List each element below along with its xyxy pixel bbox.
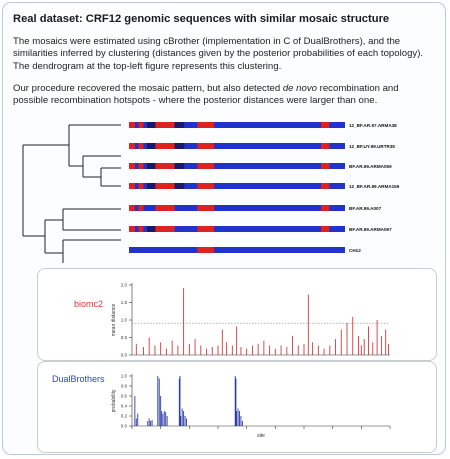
sequence-row: 12_BF.UY.99.URTR35 xyxy=(129,143,395,149)
mosaic-segment xyxy=(321,205,330,211)
mosaic-segment xyxy=(155,163,175,169)
sequence-label: 12_BF.AR.97.ARMA38 xyxy=(349,123,397,128)
mosaic-segment xyxy=(129,143,135,149)
dendrogram-lower-clade xyxy=(22,145,121,263)
y-tick-label: 0.0 xyxy=(121,424,128,429)
mosaic-segment xyxy=(174,143,185,149)
dualbrothers-panel: 0.0 0.2 0.4 0.6 0.8 1.0 probability site DualBr… xyxy=(37,361,437,453)
mosaic-segment xyxy=(138,143,144,149)
mosaic-segment xyxy=(197,183,215,189)
sequence-label: 12_BF.UY.99.URTR35 xyxy=(349,144,395,149)
sequence-bar xyxy=(129,226,345,232)
mosaic-segment xyxy=(129,226,135,232)
mosaic-segment xyxy=(129,163,135,169)
mosaic-segment xyxy=(129,205,135,211)
mosaic-segment xyxy=(155,143,175,149)
mosaic-segment xyxy=(197,122,215,128)
y-tick-label: 1.0 xyxy=(121,374,128,379)
sequence-row: 12_BF.AR.99.ARMA159 xyxy=(129,183,400,189)
sequence-bar xyxy=(129,122,345,128)
biomc2-panel: 0.0 0.5 1.0 1.5 2.0 mean distance biomc2 xyxy=(37,268,437,361)
sequence-label: CH12 xyxy=(349,248,361,253)
mosaic-segment xyxy=(155,226,175,232)
mosaic-segment xyxy=(147,226,156,232)
biomc2-label: biomc2 xyxy=(74,299,104,309)
sequence-row: BF.AR.99.ARMA097 xyxy=(129,226,392,232)
slide-title: Real dataset: CRF12 genomic sequences wi… xyxy=(13,13,390,25)
y-tick-label: 1.0 xyxy=(121,318,128,323)
paragraph-results: Our procedure recovered the mosaic patte… xyxy=(13,83,435,108)
y-tick-label: 0.8 xyxy=(121,384,128,389)
mosaic-segment xyxy=(129,122,135,128)
mosaic-segment xyxy=(155,183,175,189)
mosaic-segment xyxy=(174,122,185,128)
mosaic-segment xyxy=(155,205,175,211)
sequence-bar xyxy=(129,183,345,189)
mosaic-segment xyxy=(197,205,215,211)
paragraph-results-text-a: Our procedure recovered the mosaic patte… xyxy=(13,83,283,94)
sequence-rows: 12_BF.AR.97.ARMA38 12_BF.UY.99.URTR35 BF.A… xyxy=(129,122,400,253)
paragraph-results-text-b: recombination and possible recombination… xyxy=(13,83,399,107)
mosaic-segment xyxy=(129,183,135,189)
mosaic-segment xyxy=(321,143,330,149)
sequence-label: BF.AR.99.ARMA059 xyxy=(349,164,392,169)
sequence-label: 12_BF.AR.99.ARMA159 xyxy=(349,184,400,189)
sequence-row: CH12 xyxy=(129,247,361,253)
slide-frame: Real dataset: CRF12 genomic sequences wi… xyxy=(2,2,446,455)
mosaic-segment xyxy=(147,183,156,189)
x-axis-label: site xyxy=(257,433,265,439)
mosaic-segment xyxy=(138,205,144,211)
y-axis-label: mean distance xyxy=(111,304,117,337)
sequence-row: BF.AR.99.A007 xyxy=(129,205,382,211)
mosaic-segment xyxy=(197,163,215,169)
paragraph-methods: The mosaics were estimated using cBrothe… xyxy=(13,36,424,72)
y-axis-label: probability xyxy=(111,389,117,412)
mosaic-segment xyxy=(321,163,330,169)
dendrogram-upper-clade xyxy=(23,124,121,187)
y-tick-label: 0.6 xyxy=(121,394,128,399)
sequence-bar xyxy=(129,163,345,169)
dualbrothers-plot: 0.0 0.2 0.4 0.6 0.8 1.0 probability site xyxy=(111,374,391,439)
mosaic-segment xyxy=(321,183,330,189)
mosaic-segment xyxy=(138,163,144,169)
mosaic-segment xyxy=(138,122,144,128)
y-tick-label: 0.4 xyxy=(121,404,128,409)
sequence-label: BF.AR.99.A007 xyxy=(349,206,382,211)
sequence-bar xyxy=(129,247,345,253)
mosaic-segment xyxy=(147,143,156,149)
y-tick-label: 1.5 xyxy=(121,300,128,305)
mosaic-segment xyxy=(155,122,175,128)
mosaic-segment xyxy=(174,163,185,169)
mosaic-segment xyxy=(138,226,144,232)
dendrogram xyxy=(22,124,121,263)
mosaic-segment xyxy=(197,143,215,149)
mosaic-segment xyxy=(147,163,156,169)
mosaic-segment xyxy=(138,183,144,189)
y-tick-label: 0.0 xyxy=(121,353,128,358)
y-tick-label: 0.5 xyxy=(121,335,128,340)
y-tick-label: 2.0 xyxy=(121,283,128,288)
mosaic-segment xyxy=(197,247,215,253)
dualbrothers-label: DualBrothers xyxy=(52,374,105,384)
sequence-label: BF.AR.99.ARMA097 xyxy=(349,227,392,232)
mosaic-figure: 12_BF.AR.97.ARMA38 12_BF.UY.99.URTR35 BF.A… xyxy=(22,122,400,263)
y-tick-label: 0.2 xyxy=(121,414,128,419)
paragraph-results-italic: de novo xyxy=(282,83,317,94)
mosaic-segment xyxy=(321,226,330,232)
mosaic-segment xyxy=(174,183,185,189)
mosaic-segment xyxy=(197,226,215,232)
sequence-bar xyxy=(129,143,345,149)
biomc2-plot: 0.0 0.5 1.0 1.5 2.0 mean distance xyxy=(111,283,390,358)
sequence-bar xyxy=(129,205,345,211)
mosaic-segment xyxy=(147,122,156,128)
sequence-row: 12_BF.AR.97.ARMA38 xyxy=(129,122,397,128)
sequence-row: BF.AR.99.ARMA059 xyxy=(129,163,392,169)
mosaic-segment xyxy=(321,122,330,128)
